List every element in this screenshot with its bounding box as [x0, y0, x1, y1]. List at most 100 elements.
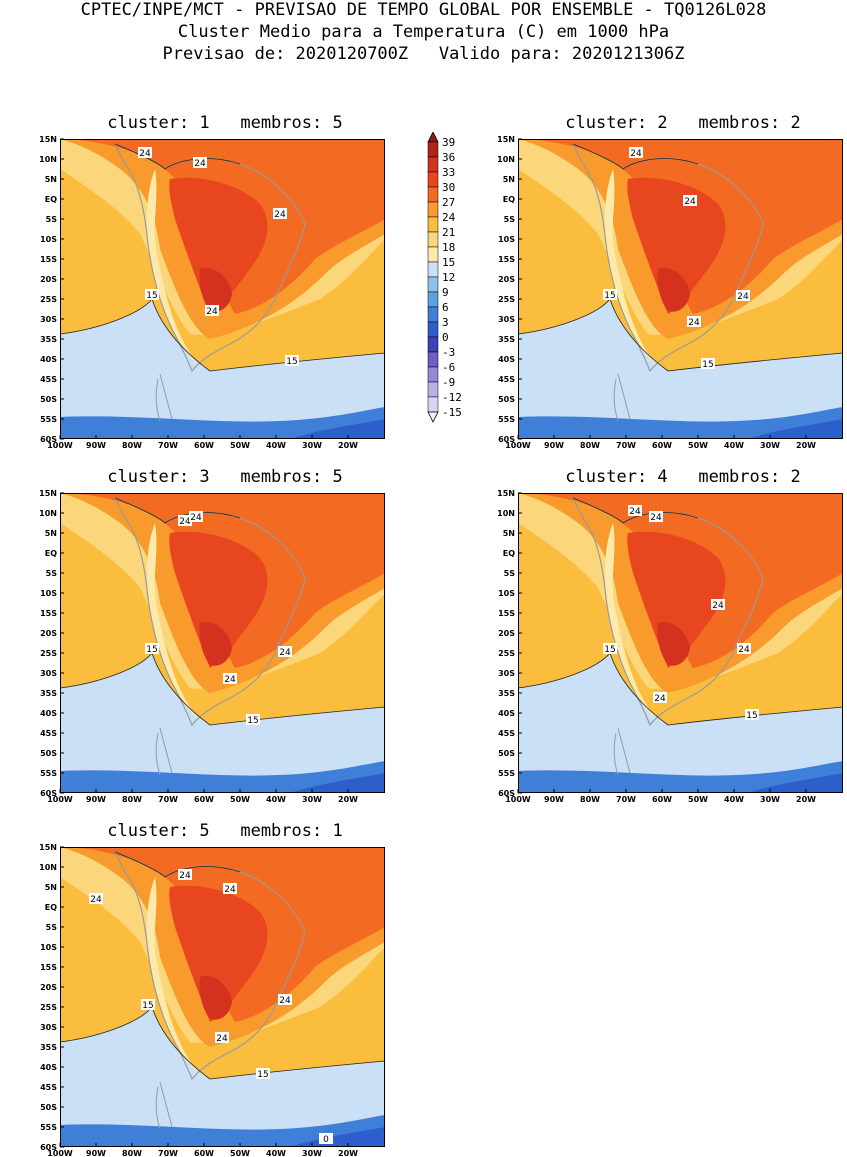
contour-label: 24: [279, 648, 291, 658]
lat-tick-label: 10N: [39, 863, 57, 872]
map-panel-1: 15N 10N 5N EQ 5S 10S 15S 20S 25S 30S 35S 40S 45S 50S 5…: [39, 135, 386, 450]
colorbar-swatch: [427, 291, 439, 308]
lat-tick-label: 50S: [40, 395, 57, 404]
patagonia-coast: [155, 373, 173, 422]
lat-tick-label: 35S: [40, 1043, 57, 1052]
temperature-map: 15N 10N 5N EQ 5S 10S 15S 20S 25S 30S 35S 40S 45S 50S 5…: [39, 135, 386, 450]
contour-label: 24: [630, 149, 642, 159]
contour-label: 24: [190, 513, 202, 523]
contour-label-box: [189, 511, 203, 522]
colorbar-tick-label: -9: [442, 376, 455, 389]
colorbar-swatch: [427, 351, 439, 368]
patagonia-coast: [613, 373, 631, 422]
lat-tick-label: EQ: [45, 549, 57, 558]
contour-label-box: [178, 515, 192, 526]
lon-tick-label: 80W: [580, 795, 600, 804]
temperature-band-4: [169, 531, 268, 668]
contour-label: 24: [688, 318, 700, 328]
colorbar-tick-label: -12: [442, 391, 462, 404]
lon-tick-label: 40W: [266, 441, 286, 450]
contour-label-box: [178, 869, 192, 880]
temperature-map: 15N 10N 5N EQ 5S 10S 15S 20S 25S 30S 35S 40S 45S 50S 5…: [497, 135, 844, 450]
contour-label: 15: [702, 360, 713, 370]
lon-tick-label: 30W: [760, 441, 780, 450]
lat-tick-label: 20S: [498, 275, 515, 284]
lon-tick-label: 30W: [302, 441, 322, 450]
lat-tick-label: 30S: [40, 1023, 57, 1032]
lat-tick-label: 45S: [40, 1083, 57, 1092]
colorbar-tick-label: -6: [442, 361, 455, 374]
contour-label: 15: [257, 1070, 268, 1080]
colorbar-swatch: [427, 141, 439, 158]
lon-tick-label: 60W: [652, 795, 672, 804]
contour-label: 24: [738, 645, 750, 655]
lon-tick-label: 90W: [86, 441, 106, 450]
temperature-band-4: [169, 177, 268, 314]
colorbar: 39 36 33 30 27 24 21 18 15 12 9 6 3 0 -3 -6 -9 -12 -15: [424, 131, 484, 444]
panel-title-cluster-3: cluster: 3 membros: 5: [107, 467, 343, 487]
contour-label-box: [273, 208, 287, 219]
lon-tick-label: 60W: [194, 795, 214, 804]
lat-tick-label: 15S: [498, 609, 515, 618]
isotherm-15: [517, 652, 844, 726]
contour-label: 24: [279, 996, 291, 1006]
contour-label-box: [193, 157, 207, 168]
contour-label: 24: [629, 507, 641, 517]
contour-label-box: [319, 1133, 333, 1144]
lat-tick-label: 15S: [40, 963, 57, 972]
lat-tick-label: 45S: [40, 375, 57, 384]
lon-tick-label: 20W: [338, 795, 358, 804]
cold-band-3: [60, 407, 385, 439]
andes-cool-strip: [604, 523, 658, 723]
contour-label-box: [145, 289, 159, 300]
lon-tick-label: 100W: [47, 441, 73, 450]
colorbar-bottom-arrow: [427, 411, 439, 423]
lat-tick-label: 35S: [40, 335, 57, 344]
lat-tick-label: 15N: [39, 135, 57, 144]
temperature-map: 15N 10N 5N EQ 5S 10S 15S 20S 25S 30S 35S 40S 45S 50S 5…: [39, 843, 386, 1157]
colorbar-tick-label: 21: [442, 226, 455, 239]
contour-label: 24: [139, 149, 151, 159]
map-frame: [60, 847, 385, 1147]
colorbar-swatch: [427, 216, 439, 233]
lat-tick-label: 45S: [498, 729, 515, 738]
lat-tick-label: EQ: [45, 195, 57, 204]
cold-band-4: [748, 773, 843, 793]
colorbar-swatch: [427, 171, 439, 188]
lat-tick-label: 5S: [46, 215, 58, 224]
colorbar-tick-label: 3: [442, 316, 449, 329]
lat-tick-label: 60S: [40, 435, 57, 444]
colorbar-top-arrow: [427, 131, 439, 143]
lat-tick-label: 35S: [498, 689, 515, 698]
map-frame: [518, 139, 843, 439]
contour-label: 15: [286, 357, 297, 367]
contour-label-box: [246, 714, 260, 725]
colorbar-tick-label: -15: [442, 406, 462, 419]
lat-tick-label: 20S: [40, 629, 57, 638]
lat-tick-label: 55S: [40, 415, 57, 424]
isotherm-24: [114, 143, 241, 170]
lon-tick-label: 20W: [338, 441, 358, 450]
andes-cool-strip: [146, 169, 200, 369]
lon-tick-label: 50W: [688, 795, 708, 804]
contour-label: 15: [746, 711, 757, 721]
colorbar-swatch: [427, 201, 439, 218]
lat-tick-label: EQ: [503, 549, 515, 558]
lon-tick-label: 80W: [122, 441, 142, 450]
panel-title-cluster-4: cluster: 4 membros: 2: [565, 467, 801, 487]
lat-tick-label: 15S: [40, 609, 57, 618]
lat-tick-label: 5S: [46, 569, 58, 578]
colorbar-swatch: [427, 381, 439, 398]
lon-tick-label: 20W: [796, 441, 816, 450]
andes-cool-strip: [604, 169, 658, 369]
contour-label: 0: [323, 1135, 329, 1145]
isotherm-15: [59, 652, 386, 726]
temperature-band-5: [199, 268, 232, 312]
colorbar-tick-label: 39: [442, 136, 455, 149]
lat-tick-label: 40S: [498, 355, 515, 364]
lon-tick-label: 100W: [505, 441, 531, 450]
lon-tick-label: 30W: [302, 795, 322, 804]
lat-tick-label: 55S: [40, 769, 57, 778]
lon-tick-label: 100W: [47, 1149, 73, 1157]
contour-label: 24: [90, 895, 102, 905]
